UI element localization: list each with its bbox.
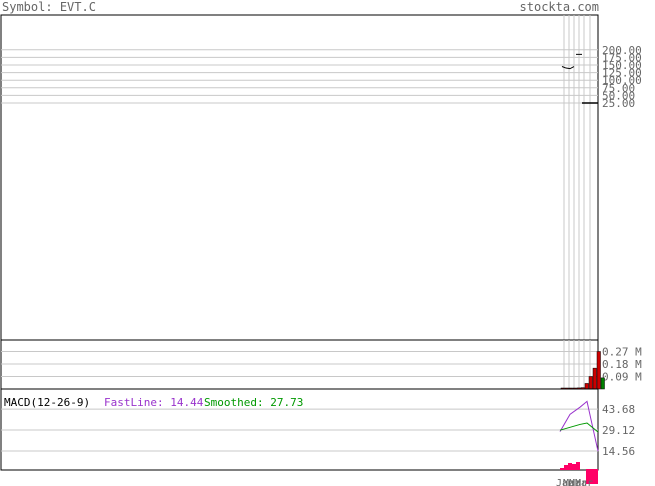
price-tick-label: 50.00 — [602, 89, 635, 102]
price-line — [561, 66, 575, 70]
macd-histogram-bar — [564, 465, 568, 470]
symbol-label: Symbol: EVT.C — [2, 0, 96, 14]
symbol-value: EVT.C — [59, 0, 96, 14]
fastline-series — [559, 400, 599, 452]
price-frame — [0, 14, 599, 341]
price-tick-label: 175.00 — [602, 51, 642, 64]
macd-panel: 43.68 29.12 14.56 MACD(12-26-9) FastLine: 14… — [0, 388, 635, 486]
price-tick-label: 100.00 — [602, 74, 642, 87]
volume-tick-label: 0.27 M — [602, 345, 642, 358]
volume-frame — [0, 339, 599, 390]
volume-bar — [588, 376, 593, 390]
x-tick-label: Mar — [569, 478, 587, 486]
macd-frame — [0, 388, 599, 471]
price-tick-label: 150.00 — [602, 59, 642, 72]
volume-bar — [596, 351, 601, 390]
macd-tick-label: 43.68 — [602, 403, 635, 416]
price-panel: 200.00175.00150.00125.00100.0075.0050.00… — [0, 14, 642, 341]
macd-histogram-bar — [560, 468, 564, 470]
x-tick-label: Mar — [563, 478, 581, 486]
macd-title: MACD(12-26-9) — [4, 396, 90, 409]
price-tick-label: 75.00 — [602, 82, 635, 95]
volume-bar — [600, 377, 605, 390]
volume-tick-label: 0.09 M — [602, 370, 642, 383]
x-tick-label: Mar — [575, 478, 593, 486]
macd-tick-label: 29.12 — [602, 424, 635, 437]
macd-tick-label: 14.56 — [602, 445, 635, 458]
price-tick-label: 200.00 — [602, 44, 642, 57]
smoothed-legend: Smoothed: 27.73 — [204, 396, 303, 409]
price-tick-label: 125.00 — [602, 67, 642, 80]
macd-histogram-bar — [568, 463, 572, 470]
volume-tick-label: 0.18 M — [602, 358, 642, 371]
brand-link[interactable]: stockta.com — [519, 0, 599, 14]
volume-bar — [584, 383, 589, 390]
volume-bar — [592, 367, 597, 390]
volume-panel: 0.27 M0.18 M0.09 M — [0, 339, 642, 390]
x-tick-label: Jan — [556, 478, 574, 486]
smoothed-series — [559, 422, 599, 433]
price-tick-label: 25.00 — [602, 97, 635, 110]
macd-histogram-bar — [586, 469, 598, 484]
macd-histogram-bar — [576, 462, 580, 470]
symbol-prefix: Symbol: — [2, 0, 53, 14]
fastline-legend: FastLine: 14.44 — [104, 396, 204, 409]
macd-histogram-bar — [572, 464, 576, 470]
